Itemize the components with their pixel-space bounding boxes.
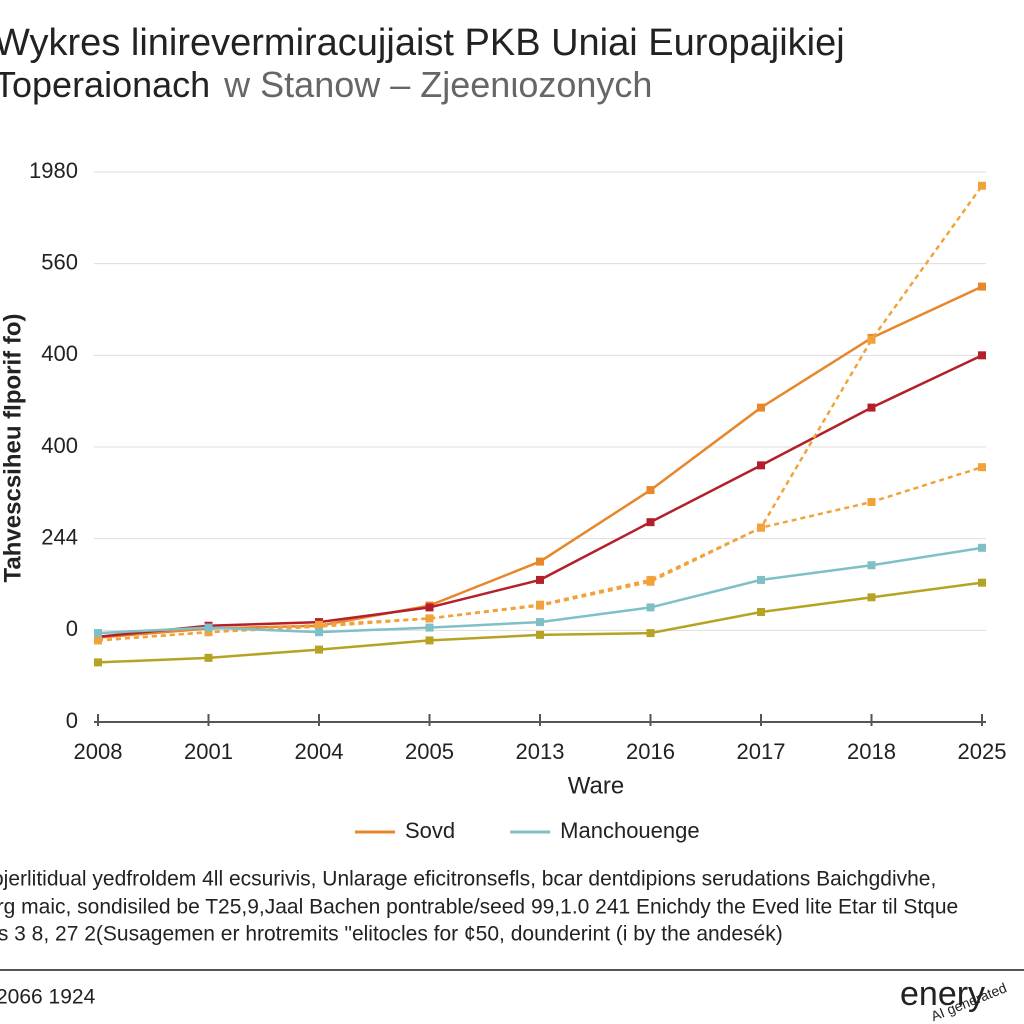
chart-subtitle: w Stanow – Zjeenιozonych (223, 64, 652, 105)
x-tick-label: 2001 (184, 739, 233, 764)
marker (978, 463, 986, 472)
x-tick-label: 2016 (626, 739, 675, 764)
y-axis-label: Tahvescsiheu fIporif fo) (0, 314, 26, 583)
footnote: ojerlitidual yedfroldem 4ll ecsurivis, U… (0, 868, 936, 891)
footer: 2066 1924 (0, 986, 96, 1009)
marker (94, 629, 102, 638)
marker (867, 335, 876, 344)
marker (646, 518, 655, 527)
x-tick-label: 2008 (74, 739, 123, 764)
y-tick-label: 560 (41, 249, 78, 274)
marker (867, 561, 876, 570)
title-part: Toperaionach (0, 64, 210, 105)
series-line (97, 285, 983, 639)
marker (315, 628, 323, 637)
marker (978, 282, 986, 291)
marker (646, 603, 655, 612)
y-tick-label: 0 (66, 616, 78, 641)
marker (978, 543, 986, 552)
marker (757, 523, 765, 532)
marker (757, 461, 765, 470)
legend-label: Manchouenge (560, 818, 699, 843)
x-tick-label: 2017 (737, 739, 786, 764)
marker (536, 630, 544, 639)
y-tick-label: 244 (41, 524, 78, 549)
marker (757, 608, 765, 616)
series-line (97, 354, 983, 638)
marker (757, 403, 765, 412)
marker (536, 557, 544, 566)
marker (204, 653, 213, 662)
x-tick-label: 2005 (405, 739, 454, 764)
marker (425, 623, 434, 632)
marker (425, 636, 434, 645)
marker (646, 486, 655, 495)
marker (978, 351, 986, 360)
logo: enery (900, 975, 985, 1013)
marker (536, 575, 544, 584)
chart-title-line2: Toperaionach w Stanow – Zjeenιozonych (0, 64, 652, 105)
x-tick-label: 2018 (847, 739, 896, 764)
marker (978, 578, 986, 587)
marker (536, 601, 544, 610)
marker (867, 403, 876, 412)
marker (425, 603, 434, 612)
series-line (97, 185, 984, 642)
x-tick-label: 2025 (958, 739, 1007, 764)
marker (315, 620, 323, 629)
y-tick-label: 1980 (29, 158, 78, 183)
marker (867, 498, 876, 506)
x-axis-label: Ware (568, 772, 624, 799)
chart-title: Wykres linirevermiracujjaist PKB Uniai E… (0, 22, 845, 64)
marker (536, 618, 544, 627)
footnote: irg maic, sondisiled be T25,9,Jaal Bache… (0, 896, 958, 919)
y-tick-label: 400 (41, 341, 78, 366)
footnote: ts 3 8, 27 2(Susagemen er hrotremits "el… (0, 923, 783, 946)
marker (94, 636, 102, 645)
x-tick-label: 2013 (516, 739, 565, 764)
marker (646, 577, 655, 586)
marker (94, 658, 102, 667)
marker (204, 623, 213, 632)
marker (204, 628, 213, 637)
series-line (97, 465, 983, 642)
marker (978, 181, 986, 190)
legend-label: Sovd (405, 818, 455, 843)
marker (867, 593, 876, 602)
y-tick-label: 0 (66, 708, 78, 733)
x-tick-label: 2004 (295, 739, 344, 764)
marker (315, 645, 323, 654)
y-tick-label: 400 (41, 433, 78, 458)
marker (757, 575, 765, 584)
marker (425, 614, 434, 623)
marker (646, 629, 655, 638)
